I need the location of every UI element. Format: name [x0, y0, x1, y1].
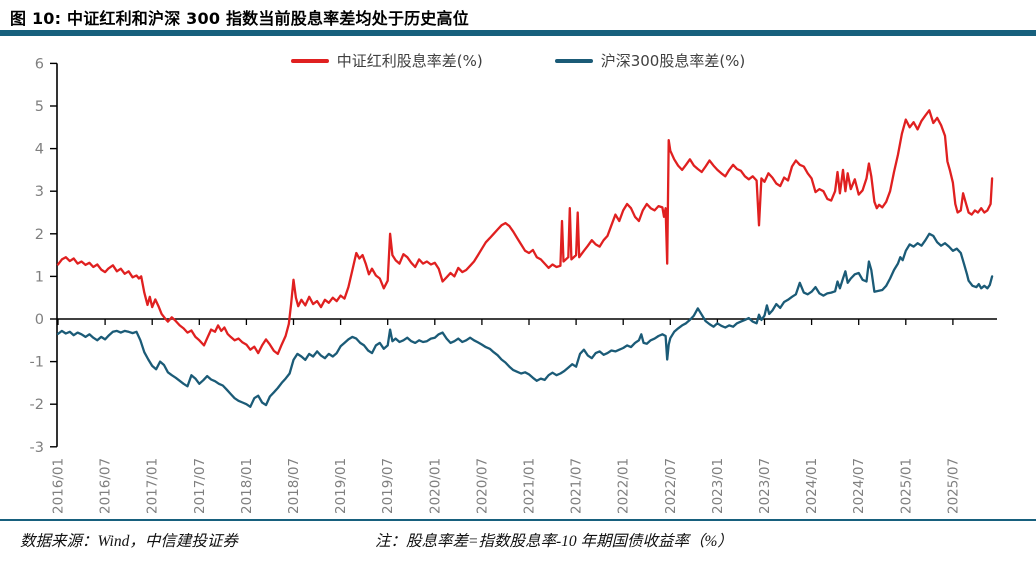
chart-canvas: 6 5 4 3 2 1 0 -1 -2 -3 2016/01 2016/07 2017/01 2017/0…: [30, 56, 997, 514]
x-tick-label: 2024/01: [804, 458, 820, 514]
y-tick-label: -1: [30, 355, 44, 371]
series-line-hs300: [56, 232, 994, 408]
y-tick-label: 6: [35, 56, 44, 72]
title-underline-bar: [0, 30, 1036, 36]
x-tick-label: 2017/07: [192, 458, 208, 514]
chart-area: 中证红利股息率差(%) 沪深300股息率差(%) 6 5 4 3 2 1 0 -1 -2 -3 20…: [0, 36, 1036, 519]
x-tick-label: 2018/01: [239, 458, 255, 514]
footnote-text: 注：股息率差=指数股息率-10 年期国债收益率（%）: [375, 533, 733, 550]
legend-item-csi-dividend: 中证红利股息率差(%): [290, 50, 483, 71]
chart-legend: 中证红利股息率差(%) 沪深300股息率差(%): [0, 50, 1036, 71]
legend-label-csi-dividend: 中证红利股息率差(%): [336, 52, 483, 70]
x-tick-label: 2022/01: [616, 458, 632, 514]
y-tick-label: 1: [35, 269, 44, 285]
x-tick-label: 2019/07: [380, 458, 396, 514]
x-tick-label: 2020/07: [474, 458, 490, 514]
figure-footer: 数据来源：Wind，中信建投证券 注：股息率差=指数股息率-10 年期国债收益率…: [0, 521, 1036, 561]
y-tick-label: 2: [35, 227, 44, 243]
x-tick-label: 2023/01: [710, 458, 726, 514]
legend-line-swatch-red: [290, 58, 329, 63]
x-tick-label: 2020/01: [427, 458, 443, 514]
data-source-text: 数据来源：Wind，中信建投证券: [20, 533, 238, 550]
y-tick-label: 3: [35, 184, 44, 200]
series-line-csi-dividend: [56, 109, 994, 356]
x-tick-label: 2024/07: [851, 458, 867, 514]
x-tick-label: 2021/07: [569, 458, 585, 514]
legend-item-hs300: 沪深300股息率差(%): [554, 50, 746, 71]
legend-label-hs300: 沪深300股息率差(%): [600, 52, 746, 70]
x-tick-label: 2025/01: [898, 458, 914, 514]
figure-title: 图 10: 中证红利和沪深 300 指数当前股息率差均处于历史高位: [10, 9, 469, 28]
x-tick-label: 2021/01: [522, 458, 538, 514]
x-tick-label: 2016/07: [98, 458, 114, 514]
x-tick-label: 2019/01: [333, 458, 349, 514]
x-tick-label: 2022/07: [663, 458, 679, 514]
x-tick-label: 2025/07: [945, 458, 961, 514]
legend-line-swatch-teal: [554, 58, 593, 63]
figure-title-row: 图 10: 中证红利和沪深 300 指数当前股息率差均处于历史高位: [0, 0, 1036, 30]
y-tick-label: -3: [30, 440, 44, 456]
y-tick-label: 5: [35, 99, 44, 115]
y-tick-label: 4: [35, 142, 44, 158]
footer-divider-line: [0, 519, 1036, 521]
y-tick-label: -2: [30, 397, 44, 413]
y-tick-label: 0: [35, 312, 44, 328]
x-tick-label: 2023/07: [757, 458, 773, 514]
x-tick-label: 2016/01: [51, 458, 67, 514]
x-tick-label: 2017/01: [145, 458, 161, 514]
x-tick-label: 2018/07: [286, 458, 302, 514]
